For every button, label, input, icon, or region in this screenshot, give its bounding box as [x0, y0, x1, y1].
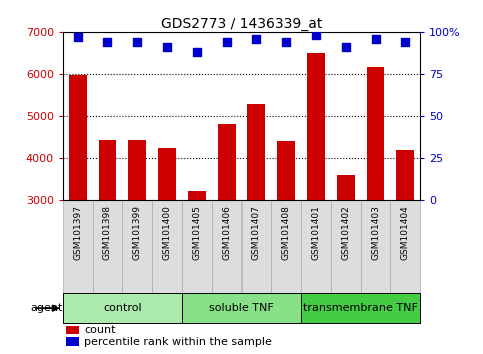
Text: control: control — [103, 303, 142, 313]
Text: GSM101400: GSM101400 — [163, 205, 171, 260]
Point — [372, 36, 380, 41]
Bar — [63, 200, 93, 293]
Bar — [307, 53, 325, 200]
Text: GSM101408: GSM101408 — [282, 205, 291, 260]
Bar — [242, 200, 271, 293]
Bar — [277, 141, 295, 200]
Bar — [301, 200, 331, 293]
Point — [253, 36, 260, 41]
Point — [104, 39, 112, 45]
Bar — [397, 150, 414, 200]
Text: GSM101405: GSM101405 — [192, 205, 201, 260]
Bar — [271, 200, 301, 293]
Bar — [247, 104, 265, 200]
Bar — [158, 148, 176, 200]
Bar — [152, 200, 182, 293]
Bar — [63, 293, 182, 323]
Text: GSM101407: GSM101407 — [252, 205, 261, 260]
Text: GSM101399: GSM101399 — [133, 205, 142, 260]
Bar — [66, 337, 79, 346]
Point — [223, 39, 230, 45]
Bar — [337, 176, 355, 200]
Bar — [128, 140, 146, 200]
Bar — [69, 75, 86, 200]
Text: GSM101406: GSM101406 — [222, 205, 231, 260]
Point — [312, 33, 320, 38]
Bar — [188, 191, 206, 200]
Bar — [218, 124, 236, 200]
Bar — [367, 67, 384, 200]
Text: GSM101403: GSM101403 — [371, 205, 380, 260]
Point — [74, 34, 82, 40]
Point — [401, 39, 409, 45]
Point — [163, 44, 171, 50]
Bar — [390, 200, 420, 293]
Text: GSM101398: GSM101398 — [103, 205, 112, 260]
Text: transmembrane TNF: transmembrane TNF — [303, 303, 418, 313]
Point — [133, 39, 141, 45]
Text: GSM101401: GSM101401 — [312, 205, 320, 260]
Bar — [361, 200, 390, 293]
Text: GSM101404: GSM101404 — [401, 205, 410, 260]
Bar — [99, 140, 116, 200]
Title: GDS2773 / 1436339_at: GDS2773 / 1436339_at — [161, 17, 322, 31]
Bar — [182, 293, 301, 323]
Point — [282, 39, 290, 45]
Bar — [122, 200, 152, 293]
Bar — [93, 200, 122, 293]
Bar — [182, 200, 212, 293]
Text: count: count — [84, 325, 116, 335]
Text: GSM101402: GSM101402 — [341, 205, 350, 260]
Bar — [66, 326, 79, 334]
Text: soluble TNF: soluble TNF — [209, 303, 274, 313]
Bar — [331, 200, 361, 293]
Text: GSM101397: GSM101397 — [73, 205, 82, 260]
Point — [342, 44, 350, 50]
Bar — [301, 293, 420, 323]
Text: agent: agent — [30, 303, 63, 313]
Text: percentile rank within the sample: percentile rank within the sample — [84, 337, 272, 347]
Point — [193, 49, 201, 55]
Bar — [212, 200, 242, 293]
